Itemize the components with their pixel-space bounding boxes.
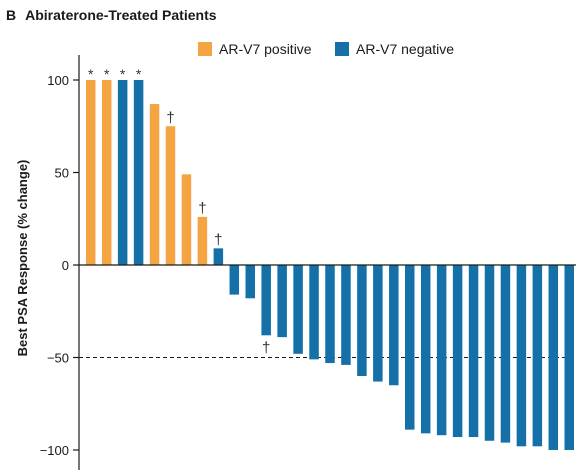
bar-ar-v7-negative xyxy=(117,80,128,265)
chart-title: Abiraterone-Treated Patients xyxy=(25,7,217,23)
bar-ar-v7-positive xyxy=(165,126,176,265)
dagger-marker: † xyxy=(214,231,222,248)
bar-ar-v7-negative xyxy=(532,265,543,447)
bar-ar-v7-negative xyxy=(309,265,319,360)
y-tick-label: 50 xyxy=(55,166,69,181)
legend-swatch xyxy=(198,42,212,56)
legend-label: AR-V7 negative xyxy=(356,41,454,57)
asterisk-marker: * xyxy=(136,66,142,82)
bar-ar-v7-negative xyxy=(277,265,287,338)
y-tick-label: −50 xyxy=(47,351,69,366)
bar-ar-v7-negative xyxy=(548,265,559,450)
panel-header: B Abiraterone-Treated Patients xyxy=(6,7,217,23)
dagger-marker: † xyxy=(198,200,206,217)
bar-ar-v7-negative xyxy=(213,248,224,265)
bar-ar-v7-negative xyxy=(500,265,511,443)
bar-ar-v7-negative xyxy=(516,265,527,447)
axis-layer: 100 50 0 −50 −100 xyxy=(40,55,576,470)
bar-ar-v7-negative xyxy=(452,265,463,438)
bars-layer xyxy=(86,80,574,450)
markers-layer: * * * * † † † † xyxy=(88,66,270,356)
bar-ar-v7-positive xyxy=(181,174,192,265)
asterisk-marker: * xyxy=(104,66,110,82)
legend-label: AR-V7 positive xyxy=(219,41,312,57)
bar-ar-v7-negative xyxy=(468,265,479,438)
bar-ar-v7-positive xyxy=(197,216,208,265)
dagger-marker: † xyxy=(262,339,270,356)
bar-ar-v7-negative xyxy=(261,265,271,336)
y-tick-label: 0 xyxy=(62,258,69,273)
y-tick-label: −100 xyxy=(40,443,69,458)
bar-ar-v7-negative xyxy=(245,265,255,299)
y-axis-label: Best PSA Response (% change) xyxy=(15,160,30,357)
asterisk-marker: * xyxy=(120,66,126,82)
dagger-marker: † xyxy=(166,109,174,126)
bar-ar-v7-negative xyxy=(357,265,367,376)
bar-ar-v7-negative xyxy=(436,265,447,436)
bar-ar-v7-negative xyxy=(229,265,240,295)
bar-ar-v7-negative xyxy=(373,265,383,382)
bar-ar-v7-negative xyxy=(564,265,574,450)
legend: AR-V7 positive AR-V7 negative xyxy=(198,41,454,57)
asterisk-marker: * xyxy=(88,66,94,82)
bar-ar-v7-negative xyxy=(325,265,335,364)
bar-ar-v7-negative xyxy=(133,80,144,265)
bar-ar-v7-negative xyxy=(420,265,431,434)
panel-letter: B xyxy=(6,7,17,23)
bar-ar-v7-negative xyxy=(484,265,495,441)
bar-ar-v7-positive xyxy=(86,80,96,265)
bar-ar-v7-negative xyxy=(341,265,351,365)
bar-ar-v7-positive xyxy=(101,80,112,265)
bar-ar-v7-negative xyxy=(389,265,399,386)
legend-swatch xyxy=(335,42,349,56)
bar-ar-v7-negative xyxy=(293,265,303,354)
bar-ar-v7-positive xyxy=(149,104,160,265)
bar-ar-v7-negative xyxy=(405,265,415,430)
y-tick-label: 100 xyxy=(47,73,69,88)
